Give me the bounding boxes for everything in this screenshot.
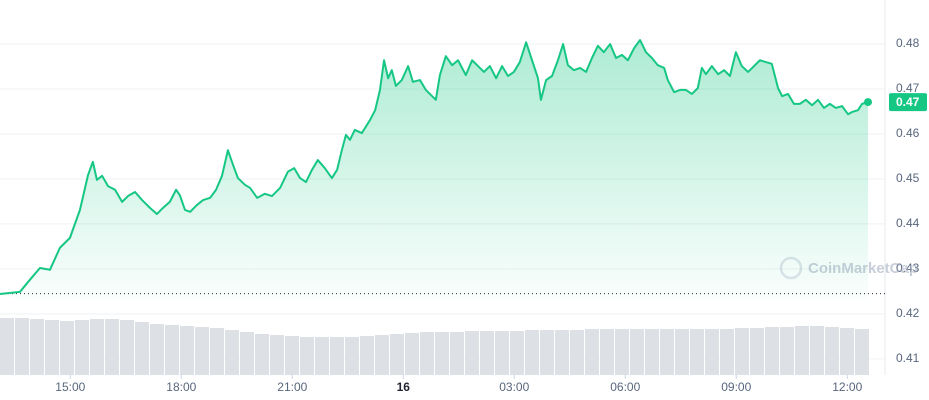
x-tick-label: 12:00 [832,380,862,394]
price-line [0,39,869,296]
volume-bar [555,330,569,375]
volume-bar [75,320,89,375]
volume-bar [780,327,794,375]
volume-bar [690,329,704,375]
volume-bar [570,330,584,375]
volume-bar [450,332,464,375]
volume-bar [270,335,284,375]
volume-bar [615,329,629,375]
x-tick-label: 06:00 [610,380,640,394]
volume-bar [705,329,719,375]
volume-bar [465,331,479,375]
volume-bar [45,320,59,375]
volume-bar [510,331,524,375]
volume-bar [630,329,644,375]
volume-bar [660,329,674,375]
price-tag: 0.47 [896,95,920,109]
volume-bar [435,332,449,375]
volume-bar [495,331,509,375]
volume-bar [255,334,269,375]
x-tick-label: 09:00 [721,380,751,394]
volume-bar [375,335,389,375]
volume-bar [345,337,359,375]
volume-bar [135,322,149,375]
volume-bar [150,324,164,375]
volume-bar [735,328,749,375]
volume-bar [105,319,119,375]
volume-bar [240,332,254,375]
volume-bar [600,329,614,375]
x-tick-label: 16 [397,380,411,394]
volume-bar [225,330,239,375]
volume-bar [720,329,734,375]
volume-bar [90,319,104,375]
volume-bar [855,329,869,375]
volume-bar [765,327,779,375]
volume-bar [165,325,179,375]
y-tick-label: 0.47 [896,81,920,95]
x-tick-label: 18:00 [166,380,196,394]
volume-bar [30,319,44,375]
y-tick-label: 0.48 [896,36,920,50]
price-tag-bg [889,93,927,112]
volume-bar [810,326,824,375]
volume-bar [525,330,539,375]
volume-bar [315,337,329,375]
volume-bar [585,329,599,375]
volume-bar [360,336,374,375]
volume-bar [795,326,809,375]
price-area [0,40,868,301]
y-tick-label: 0.43 [896,261,920,275]
volume-bar [825,327,839,375]
volume-bar [480,331,494,375]
volume-bar [840,328,854,375]
y-tick-label: 0.42 [896,306,920,320]
volume-bar [120,320,134,375]
volume-bar [15,318,29,375]
x-tick-label: 21:00 [277,380,307,394]
volume-bar [390,334,404,375]
volume-bar [0,318,14,375]
x-tick-label: 03:00 [499,380,529,394]
volume-bar [210,328,224,375]
x-tick-label: 15:00 [55,380,85,394]
volume-bar [750,328,764,375]
volume-bar [60,321,74,375]
volume-bar [675,329,689,375]
volume-bar [540,330,554,375]
last-point [863,98,872,107]
volume-bar [195,327,209,375]
volume-bar [285,336,299,375]
y-tick-label: 0.41 [896,351,920,365]
volume-bar [645,329,659,375]
volume-bar [405,333,419,375]
volume-bar [420,332,434,375]
y-tick-label: 0.44 [896,216,920,230]
y-tick-label: 0.46 [896,126,920,140]
volume-bar [330,337,344,375]
volume-bar [180,326,194,375]
y-tick-label: 0.45 [896,171,920,185]
volume-bar [300,337,314,375]
